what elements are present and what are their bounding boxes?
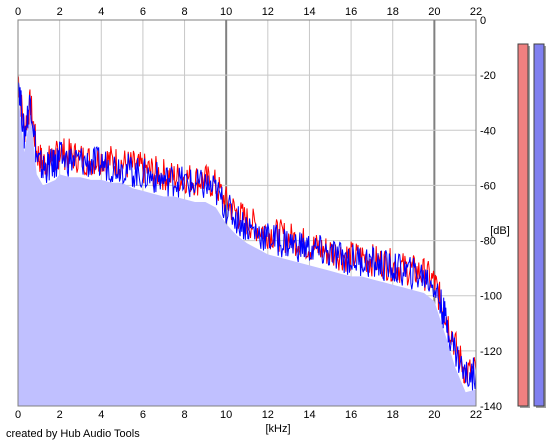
x-tick-top-label: 0 (15, 6, 21, 18)
y-tick-label: -140 (480, 401, 502, 413)
x-tick-top-label: 10 (220, 6, 232, 18)
y-axis-label: [dB] (490, 225, 510, 237)
x-tick-top-label: 20 (428, 6, 440, 18)
x-tick-bottom-label: 2 (57, 409, 63, 421)
x-tick-bottom-label: 8 (181, 409, 187, 421)
series-lines (17, 75, 477, 391)
level-meter-0 (517, 43, 529, 407)
spectrum-fill-area (18, 91, 476, 406)
x-tick-top-label: 18 (387, 6, 399, 18)
x-tick-bottom-label: 18 (387, 409, 399, 421)
x-tick-bottom-label: 14 (303, 409, 315, 421)
credit-text: created by Hub Audio Tools (6, 428, 140, 440)
x-tick-top-label: 4 (98, 6, 104, 18)
x-tick-bottom-label: 4 (98, 409, 104, 421)
y-tick-label: -40 (480, 125, 496, 137)
y-axis-ticks: 0 -20 -40 -60 -80 -100 -120 -140 (480, 15, 502, 413)
x-tick-bottom-label: 0 (15, 409, 21, 421)
x-tick-top-label: 6 (140, 6, 146, 18)
x-tick-top-label: 14 (303, 6, 315, 18)
x-tick-top-label: 12 (262, 6, 274, 18)
plot-frame (17, 19, 477, 407)
x-tick-top-label: 16 (345, 6, 357, 18)
y-tick-label: -120 (480, 346, 502, 358)
x-tick-bottom-label: 12 (262, 409, 274, 421)
x-tick-bottom-label: 6 (140, 409, 146, 421)
x-axis-top-ticks: 0 2 4 6 8 10 12 14 16 18 20 22 (15, 6, 482, 18)
level-meters (517, 43, 546, 408)
x-tick-top-label: 22 (470, 6, 482, 18)
x-tick-bottom-label: 10 (220, 409, 232, 421)
x-tick-top-label: 8 (181, 6, 187, 18)
y-tick-label: -80 (480, 236, 496, 248)
level-meter-1 (533, 43, 545, 407)
x-tick-bottom-label: 16 (345, 409, 357, 421)
y-tick-label: -20 (480, 70, 496, 82)
x-axis-label: [kHz] (265, 423, 290, 435)
series-line-1 (17, 82, 477, 391)
y-tick-label: -100 (480, 291, 502, 303)
x-axis-bottom-ticks: 0 2 4 6 8 10 12 14 16 18 20 22 (15, 409, 482, 421)
x-tick-top-label: 2 (57, 6, 63, 18)
x-tick-bottom-label: 20 (428, 409, 440, 421)
y-tick-label: -60 (480, 180, 496, 192)
x-tick-bottom-label: 22 (470, 409, 482, 421)
y-tick-label: 0 (480, 15, 486, 27)
